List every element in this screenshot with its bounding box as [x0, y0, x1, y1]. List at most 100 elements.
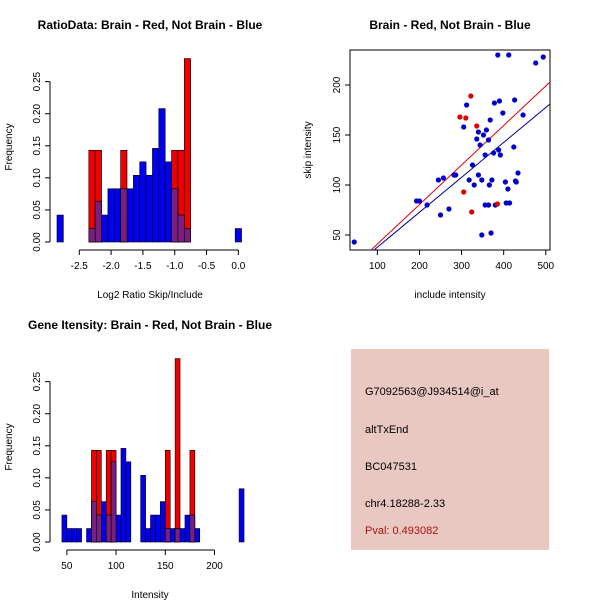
scatter-not-brain-point: [416, 198, 423, 204]
gene-intensity-histogram-panel: Gene Itensity: Brain - Red, Not Brain - …: [4, 318, 272, 600]
scatter-not-brain-point: [483, 127, 490, 133]
ratio-histogram-x-tick-label: -1.0: [166, 261, 184, 272]
gene-intensity-x-tick-label: 200: [206, 561, 223, 572]
scatter-not-brain-point: [477, 142, 483, 148]
ratio-histogram-x-tick-label: -2.5: [71, 261, 89, 272]
scatter-not-brain-point: [486, 182, 492, 188]
ratio-histogram-overlap-bar: [171, 188, 179, 243]
scatter-not-brain-point: [489, 177, 495, 183]
scatter-not-brain-point: [533, 60, 539, 66]
ratio-histogram-x-axis: -2.5 -2.0 -1.5 -1.0 -0.5 0.0: [71, 249, 246, 272]
ratio-histogram-not-brain-bar: [234, 228, 242, 243]
scatter-not-brain-point: [469, 162, 476, 168]
scatter-not-brain-point: [496, 98, 503, 104]
gene-intensity-not-brain-bar: [238, 488, 245, 543]
accession: BC047531: [365, 461, 417, 473]
scatter-not-brain-point: [485, 202, 492, 208]
scatter-not-brain-point: [487, 117, 493, 123]
scatter-not-brain-point: [513, 179, 519, 185]
gene-intensity-not-brain-bar: [140, 474, 146, 543]
scatter-y-axis: 50 100 150 200: [332, 76, 351, 241]
ratio-histogram-x-tick-label: -2.0: [102, 261, 120, 272]
scatter-y-tick-label: 50: [332, 229, 343, 241]
scatter-not-brain-point: [474, 136, 480, 142]
scatter-not-brain-point: [446, 206, 452, 212]
scatter-not-brain-point: [506, 52, 512, 58]
scatter-not-brain-point: [480, 132, 487, 138]
scatter-plot-box: [349, 49, 551, 251]
genomic-location: chr4.18288-2.33: [365, 498, 446, 510]
scatter-not-brain-point: [464, 102, 470, 108]
scatter-x-tick-label: 300: [453, 261, 470, 272]
gene-intensity-not-brain-bar: [120, 448, 127, 543]
ratio-histogram-y-tick-label: 0.05: [32, 200, 43, 220]
scatter-not-brain-point: [475, 172, 482, 178]
gene-intensity-not-brain-bar: [150, 514, 156, 543]
scatter-x-tick-label: 100: [369, 261, 386, 272]
scatter-not-brain-point: [502, 179, 508, 185]
scatter-y-tick-label: 100: [332, 176, 343, 193]
ratio-histogram-y-tick-label: 0.00: [32, 232, 43, 252]
gene-intensity-not-brain-bar: [61, 514, 68, 543]
gene-intensity-y-tick-label: 0.00: [32, 532, 43, 552]
scatter-not-brain-point: [505, 186, 511, 192]
scatter-brain-point: [461, 189, 467, 195]
event-type: altTxEnd: [365, 424, 409, 436]
scatter-not-brain-point: [424, 202, 430, 208]
ratio-histogram-overlap-bar: [88, 228, 96, 243]
ratio-histogram-overlap-bar: [120, 188, 128, 243]
scatter-x-axis: 100 200 300 400 500: [369, 249, 555, 272]
scatter-not-brain-point: [482, 152, 488, 158]
scatter-not-brain-point: [437, 212, 444, 218]
gene-intensity-y-axis: 0.00 0.05 0.10 0.15 0.20 0.25: [32, 371, 51, 552]
scatter-not-brain-point: [511, 144, 517, 150]
gene-intensity-brain-bar: [174, 358, 181, 543]
gene-intensity-not-brain-bar: [194, 528, 201, 543]
ratio-histogram-x-tick-label: 0.0: [231, 261, 245, 272]
scatter-not-brain-point: [500, 110, 506, 116]
scatter-fit-lines: [370, 81, 551, 251]
gene-intensity-y-tick-label: 0.25: [32, 371, 43, 391]
ratio-histogram-not-brain-bar: [101, 214, 109, 243]
scatter-y-tick-label: 150: [332, 126, 343, 143]
scatter-not-brain-point: [485, 137, 492, 143]
gene-intensity-x-label: Intensity: [131, 590, 168, 600]
scatter-not-brain-point: [490, 150, 497, 156]
ratio-histogram-y-label: Frequency: [4, 123, 15, 170]
scatter-not-brain-point: [512, 97, 518, 103]
ratio-histogram-y-tick-label: 0.10: [32, 168, 43, 188]
ratio-histogram-x-tick-label: -1.5: [134, 261, 152, 272]
scatter-not-brain-point: [520, 112, 526, 118]
ratio-histogram-x-tick-label: -0.5: [198, 261, 216, 272]
gene-intensity-not-brain-bar: [179, 528, 186, 543]
scatter-not-brain-point: [466, 177, 472, 183]
gene-intensity-not-brain-bar: [66, 528, 73, 543]
gene-intensity-overlap-bar: [91, 501, 97, 543]
gene-intensity-not-brain-bar: [184, 514, 191, 543]
gene-intensity-overlap-bar: [110, 461, 117, 543]
ratio-histogram-title: RatioData: Brain - Red, Not Brain - Blue: [38, 18, 263, 32]
probe-id: G7092563@J934514@i_at: [365, 386, 499, 398]
scatter-not-brain-point: [435, 177, 442, 183]
gene-intensity-y-tick-label: 0.10: [32, 468, 43, 488]
ratio-histogram-y-tick-label: 0.20: [32, 104, 43, 124]
ratio-histogram-overlap-bar: [94, 201, 102, 243]
scatter-y-label: skip intensity: [303, 121, 314, 178]
scatter-x-tick-label: 500: [537, 261, 554, 272]
scatter-brain-point: [463, 115, 469, 121]
gene-intensity-not-brain-bar: [169, 528, 176, 543]
gene-intensity-x-tick-label: 100: [108, 561, 125, 572]
ratio-histogram-not-brain-bar: [107, 188, 115, 243]
gene-intensity-x-tick-label: 150: [157, 561, 174, 572]
ratio-histogram-not-brain-bar: [145, 174, 153, 243]
p-value: Pval: 0.493082: [365, 525, 439, 537]
scatter-not-brain-point: [479, 232, 485, 238]
gene-intensity-y-tick-label: 0.20: [32, 404, 43, 424]
ratio-histogram-y-axis: 0.00 0.05 0.10 0.15 0.20 0.25: [32, 71, 51, 252]
scatter-not-brain-point: [453, 172, 459, 178]
gene-intensity-x-tick-label: 50: [61, 561, 73, 572]
gene-intensity-not-brain-bar: [76, 528, 82, 543]
gene-intensity-not-brain-bar: [71, 528, 77, 543]
scatter-not-brain-point: [496, 147, 502, 153]
gene-intensity-title: Gene Itensity: Brain - Red, Not Brain - …: [28, 318, 272, 332]
